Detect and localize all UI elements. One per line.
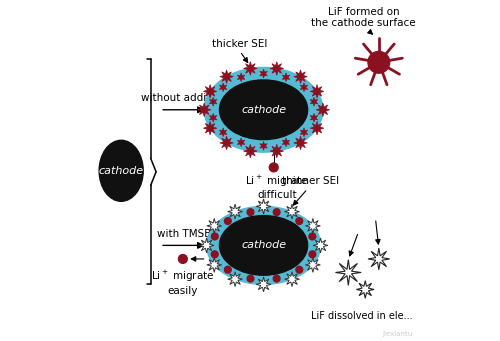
- Polygon shape: [228, 204, 242, 219]
- Polygon shape: [260, 69, 268, 78]
- Text: Li$^+$ migrate
easily: Li$^+$ migrate easily: [151, 269, 214, 296]
- Polygon shape: [256, 277, 271, 292]
- Circle shape: [224, 218, 231, 224]
- Circle shape: [212, 233, 218, 240]
- Text: with TMSB: with TMSB: [156, 228, 211, 239]
- Polygon shape: [306, 219, 320, 233]
- Polygon shape: [198, 103, 211, 117]
- Polygon shape: [300, 128, 308, 137]
- Polygon shape: [284, 272, 300, 286]
- Polygon shape: [282, 73, 290, 81]
- Circle shape: [270, 163, 278, 172]
- Polygon shape: [220, 136, 234, 150]
- Text: Li$^+$ migrate
difficult: Li$^+$ migrate difficult: [246, 174, 309, 200]
- Circle shape: [273, 275, 280, 282]
- Polygon shape: [238, 73, 245, 81]
- Polygon shape: [310, 121, 324, 135]
- Polygon shape: [294, 136, 308, 150]
- Circle shape: [309, 233, 316, 240]
- Polygon shape: [207, 219, 222, 233]
- Polygon shape: [244, 62, 257, 75]
- Polygon shape: [207, 257, 222, 272]
- Polygon shape: [336, 260, 361, 285]
- Polygon shape: [306, 257, 320, 272]
- Polygon shape: [220, 128, 227, 137]
- Text: jiexiantu: jiexiantu: [382, 331, 412, 337]
- Polygon shape: [220, 83, 227, 92]
- Polygon shape: [228, 272, 242, 286]
- Polygon shape: [199, 238, 214, 253]
- Circle shape: [273, 209, 280, 216]
- Circle shape: [296, 218, 302, 224]
- Polygon shape: [313, 238, 328, 253]
- Polygon shape: [282, 138, 290, 147]
- Polygon shape: [238, 138, 245, 147]
- Text: thicker SEI: thicker SEI: [212, 39, 268, 49]
- Polygon shape: [204, 85, 217, 98]
- Polygon shape: [284, 204, 300, 219]
- Polygon shape: [256, 199, 271, 214]
- Polygon shape: [260, 142, 268, 150]
- Text: LiF dissolved in ele...: LiF dissolved in ele...: [311, 311, 412, 322]
- Text: thinner SEI: thinner SEI: [282, 176, 340, 186]
- Text: without additive: without additive: [142, 93, 226, 103]
- Circle shape: [309, 251, 316, 258]
- Polygon shape: [210, 114, 217, 122]
- Text: cathode: cathode: [241, 240, 286, 250]
- Polygon shape: [270, 144, 283, 158]
- Polygon shape: [270, 62, 283, 75]
- Text: LiF formed on
the cathode surface: LiF formed on the cathode surface: [312, 7, 416, 28]
- Polygon shape: [368, 248, 390, 270]
- Ellipse shape: [206, 206, 320, 284]
- Circle shape: [178, 254, 188, 263]
- Circle shape: [247, 209, 254, 216]
- Ellipse shape: [220, 216, 308, 275]
- Circle shape: [296, 266, 302, 273]
- Circle shape: [368, 51, 390, 73]
- Polygon shape: [300, 83, 308, 92]
- Polygon shape: [294, 70, 308, 84]
- Polygon shape: [316, 103, 330, 117]
- Polygon shape: [310, 97, 318, 106]
- Circle shape: [247, 275, 254, 282]
- Text: cathode: cathode: [241, 105, 286, 115]
- Ellipse shape: [99, 140, 143, 201]
- Polygon shape: [204, 121, 217, 135]
- Polygon shape: [356, 281, 374, 298]
- Polygon shape: [220, 70, 234, 84]
- Text: cathode: cathode: [98, 166, 144, 176]
- Polygon shape: [310, 114, 318, 122]
- Circle shape: [224, 266, 231, 273]
- Ellipse shape: [204, 68, 323, 152]
- Polygon shape: [244, 144, 257, 158]
- Polygon shape: [210, 97, 217, 106]
- Ellipse shape: [220, 80, 308, 139]
- Polygon shape: [310, 85, 324, 98]
- Circle shape: [212, 251, 218, 258]
